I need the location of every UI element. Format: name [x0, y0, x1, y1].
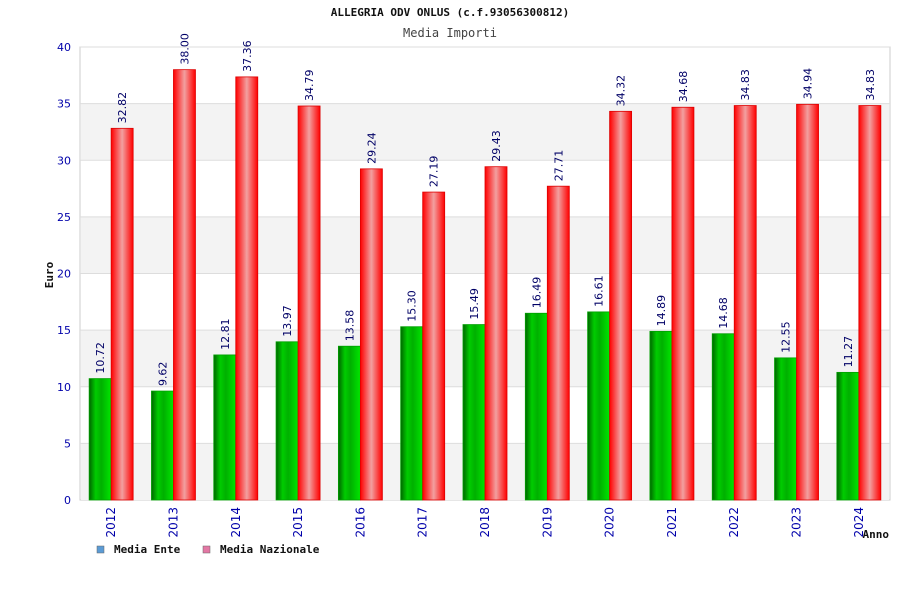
- y-tick-label: 40: [57, 41, 71, 54]
- y-tick-label: 15: [57, 324, 71, 337]
- y-tick-label: 5: [64, 437, 71, 450]
- bar-media-ente: [836, 371, 860, 501]
- data-label-media-ente: 10.72: [94, 342, 107, 374]
- bar-media-nazionale: [235, 76, 259, 501]
- x-tick-label: 2021: [665, 507, 679, 538]
- y-tick-label: 0: [64, 494, 71, 507]
- data-label-media-nazionale: 34.83: [864, 69, 877, 101]
- data-label-media-ente: 11.27: [842, 336, 855, 368]
- y-axis-label: Euro: [43, 261, 56, 288]
- data-label-media-ente: 14.68: [717, 297, 730, 329]
- bar-media-nazionale: [858, 105, 882, 501]
- bar-media-ente: [275, 341, 299, 501]
- data-label-media-ente: 14.89: [655, 295, 668, 327]
- grid-band: [81, 103, 889, 161]
- bar-media-ente: [524, 312, 548, 501]
- data-label-media-ente: 15.49: [468, 288, 481, 320]
- x-tick-label: 2017: [416, 507, 430, 538]
- data-label-media-ente: 12.55: [780, 321, 793, 353]
- bars: 10.72 32.82 9.62 38.00 12.81 37.36 13.97 34.79 1…: [88, 33, 882, 501]
- x-tick-label: 2023: [790, 507, 804, 538]
- data-label-media-nazionale: 34.79: [303, 70, 316, 102]
- x-tick-label: 2016: [353, 507, 367, 538]
- y-tick-label: 35: [57, 98, 71, 111]
- bar-media-nazionale: [359, 168, 383, 501]
- data-label-media-nazionale: 38.00: [178, 33, 191, 65]
- bar-media-nazionale: [733, 105, 757, 501]
- x-tick-label: 2014: [229, 507, 243, 538]
- bar-media-ente: [711, 333, 735, 501]
- x-axis-ticks: 2012 2013 2014 2015 2016 2017 2018 2019 2020 2021…: [104, 507, 866, 538]
- legend-label-media-ente: Media Ente: [114, 543, 181, 556]
- bar-media-nazionale: [297, 105, 321, 501]
- bar-media-ente: [400, 326, 424, 501]
- bar-media-ente: [774, 357, 797, 501]
- y-tick-label: 10: [57, 381, 71, 394]
- x-tick-label: 2015: [291, 507, 305, 538]
- bar-media-nazionale: [484, 166, 508, 501]
- bar-media-ente: [213, 354, 237, 501]
- data-label-media-ente: 16.61: [593, 275, 606, 307]
- data-label-media-ente: 15.30: [406, 290, 419, 322]
- x-tick-label: 2022: [727, 507, 741, 538]
- y-tick-label: 30: [57, 154, 71, 167]
- chart-subtitle: Media Importi: [403, 26, 497, 40]
- data-label-media-nazionale: 27.71: [552, 150, 565, 182]
- data-label-media-ente: 16.49: [530, 277, 543, 309]
- bar-media-nazionale: [609, 110, 633, 501]
- bar-media-nazionale: [422, 191, 446, 501]
- bar-media-nazionale: [173, 69, 196, 501]
- bar-media-nazionale: [110, 127, 134, 501]
- bar-media-ente: [151, 390, 174, 501]
- data-label-media-nazionale: 32.82: [116, 92, 129, 123]
- data-label-media-ente: 12.81: [219, 318, 232, 350]
- bar-media-ente: [462, 324, 486, 501]
- bar-media-nazionale: [546, 185, 570, 501]
- bar-media-nazionale: [796, 103, 819, 501]
- y-tick-label: 25: [57, 211, 71, 224]
- data-label-media-ente: 13.58: [343, 310, 356, 342]
- bar-media-nazionale: [671, 106, 695, 501]
- data-label-media-nazionale: 27.19: [428, 156, 441, 188]
- bar-media-ente: [337, 345, 361, 501]
- x-tick-label: 2019: [540, 507, 554, 538]
- data-label-media-ente: 13.97: [281, 305, 294, 337]
- x-tick-label: 2024: [852, 507, 866, 538]
- x-axis-label: Anno: [863, 528, 890, 541]
- data-label-media-nazionale: 34.94: [802, 68, 815, 100]
- bar-media-ente: [587, 311, 611, 501]
- data-label-media-nazionale: 34.68: [677, 71, 690, 103]
- data-label-media-nazionale: 34.32: [615, 75, 628, 107]
- legend: Media Ente Media Nazionale: [96, 543, 320, 556]
- chart-title: ALLEGRIA ODV ONLUS (c.f.93056300812): [331, 6, 569, 19]
- data-label-media-ente: 9.62: [156, 362, 169, 387]
- x-tick-label: 2012: [104, 507, 118, 538]
- legend-swatch-media-ente: [96, 545, 105, 554]
- legend-swatch-media-nazionale: [202, 545, 211, 554]
- x-tick-label: 2020: [603, 507, 617, 538]
- x-tick-label: 2013: [166, 507, 180, 538]
- data-label-media-nazionale: 29.43: [490, 130, 503, 162]
- x-tick-label: 2018: [478, 507, 492, 538]
- y-axis-ticks: 0 5 10 15 20 25 30 35 40: [57, 41, 71, 507]
- bar-media-ente: [649, 330, 673, 501]
- data-label-media-nazionale: 34.83: [739, 69, 752, 101]
- y-tick-label: 20: [57, 268, 71, 281]
- legend-label-media-nazionale: Media Nazionale: [220, 543, 320, 556]
- data-label-media-nazionale: 37.36: [241, 40, 254, 72]
- bar-media-ente: [88, 378, 112, 501]
- data-label-media-nazionale: 29.24: [365, 132, 378, 164]
